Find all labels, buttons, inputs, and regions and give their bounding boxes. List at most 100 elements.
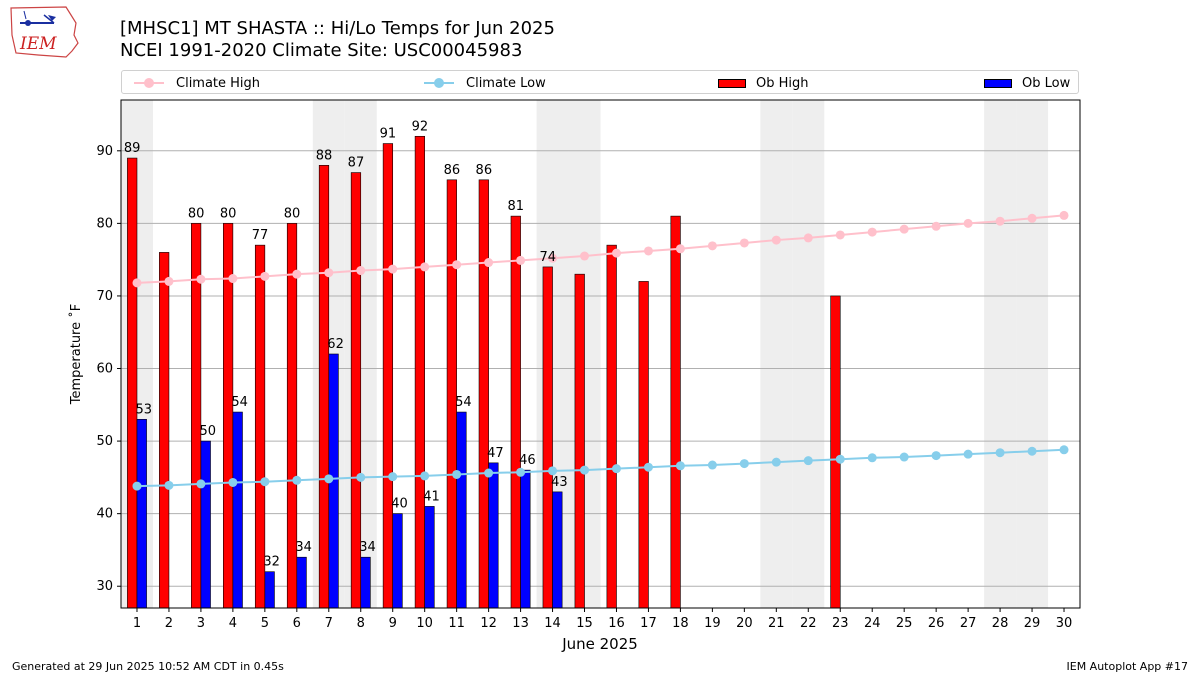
climate-high-point xyxy=(611,248,621,258)
y-tick-label: 90 xyxy=(96,144,113,159)
climate-high-point xyxy=(228,274,238,284)
climate-low-point xyxy=(867,453,877,463)
ob-low-bar xyxy=(456,411,467,609)
x-tick-label: 11 xyxy=(448,616,465,631)
ob-high-label: 87 xyxy=(348,156,365,171)
svg-text:IEM: IEM xyxy=(19,34,57,54)
climate-lines xyxy=(132,210,1069,491)
climate-high-point xyxy=(803,233,813,243)
climate-high-point xyxy=(995,216,1005,226)
x-tick-label: 27 xyxy=(960,616,977,631)
footer-generated: Generated at 29 Jun 2025 10:52 AM CDT in… xyxy=(12,660,284,673)
climate-high-point xyxy=(835,230,845,240)
climate-high-point xyxy=(516,255,526,265)
ob-high-bar xyxy=(542,266,553,609)
climate-high-point xyxy=(484,258,494,268)
ob-low-label: 54 xyxy=(231,395,248,410)
ob-high-bar xyxy=(574,273,585,609)
x-tick-label: 9 xyxy=(389,616,397,631)
x-tick-label: 4 xyxy=(229,616,237,631)
weekend-band xyxy=(760,100,793,608)
climate-low-point xyxy=(899,452,909,462)
ob-low-label: 34 xyxy=(295,540,312,555)
climate-high-point xyxy=(132,278,142,288)
ob-high-bar xyxy=(510,215,521,609)
ob-low-bar xyxy=(488,462,499,609)
climate-high-point xyxy=(643,246,653,256)
x-tick-label: 1 xyxy=(133,616,141,631)
climate-low-point xyxy=(356,472,366,482)
ob-low-label: 53 xyxy=(136,402,153,417)
climate-low-point xyxy=(707,460,717,470)
climate-high-line xyxy=(136,214,1065,284)
x-tick-label: 24 xyxy=(864,616,881,631)
ob-low-label: 34 xyxy=(359,540,376,555)
ob-low-bar xyxy=(424,506,435,609)
ob-high-bar xyxy=(446,179,457,609)
climate-high-point xyxy=(931,221,941,231)
ob-low-label: 41 xyxy=(423,489,440,504)
legend-label: Ob High xyxy=(756,75,809,91)
ob-high-bar xyxy=(606,244,617,609)
ob-low-label: 43 xyxy=(551,475,568,490)
climate-low-point xyxy=(963,449,973,459)
ob-high-label: 86 xyxy=(444,163,461,178)
legend-label: Climate High xyxy=(176,75,261,91)
ob-high-label: 86 xyxy=(476,163,493,178)
ob-high-bar xyxy=(830,295,841,609)
climate-high-point xyxy=(452,260,462,270)
climate-high-point xyxy=(707,241,717,251)
climate-high-point xyxy=(771,235,781,245)
ob-low-label: 50 xyxy=(199,424,216,439)
legend-item-ob-low: Ob Low xyxy=(984,74,1070,92)
x-tick-label: 20 xyxy=(736,616,753,631)
ob-high-bar xyxy=(414,135,425,609)
climate-low-point xyxy=(548,466,558,476)
climate-high-point xyxy=(867,227,877,237)
x-tick-label: 15 xyxy=(576,616,593,631)
x-tick-label: 14 xyxy=(544,616,561,631)
legend-item-climate-low: Climate Low xyxy=(424,74,546,92)
grid-lines xyxy=(121,150,1080,587)
ob-high-label: 92 xyxy=(412,119,429,134)
climate-high-point xyxy=(548,253,558,263)
climate-low-point xyxy=(1059,445,1069,455)
iem-logo: IEM xyxy=(10,6,79,58)
climate-low-point xyxy=(516,467,526,477)
climate-high-point xyxy=(675,244,685,254)
x-tick-label: 25 xyxy=(896,616,913,631)
y-tick-label: 40 xyxy=(96,507,113,522)
climate-high-point xyxy=(388,264,398,274)
climate-high-point xyxy=(580,251,590,261)
x-tick-label: 8 xyxy=(357,616,365,631)
x-tick-label: 6 xyxy=(293,616,301,631)
climate-high-point xyxy=(1027,213,1037,223)
climate-low-point xyxy=(995,448,1005,458)
climate-high-point xyxy=(420,262,430,272)
y-tick-label: 50 xyxy=(96,434,113,449)
legend-item-climate-high: Climate High xyxy=(134,74,260,92)
legend-item-ob-high: Ob High xyxy=(718,74,809,92)
ob-low-bar xyxy=(264,571,275,609)
x-tick-label: 10 xyxy=(416,616,433,631)
climate-high-point xyxy=(196,274,206,284)
climate-low-point xyxy=(931,451,941,461)
ob-low-label: 62 xyxy=(327,337,344,352)
bars xyxy=(127,135,841,609)
climate-low-point xyxy=(164,480,174,490)
x-tick-label: 28 xyxy=(992,616,1009,631)
x-tick-label: 13 xyxy=(512,616,529,631)
climate-high-point xyxy=(356,266,366,276)
ob-high-label: 91 xyxy=(380,127,397,142)
ob-low-bar xyxy=(200,440,211,609)
x-tick-label: 5 xyxy=(261,616,269,631)
climate-high-point xyxy=(260,271,270,281)
climate-low-point xyxy=(611,464,621,474)
ob-high-label: 80 xyxy=(284,206,301,221)
x-tick-label: 22 xyxy=(800,616,817,631)
x-tick-label: 19 xyxy=(704,616,721,631)
ob-low-bar xyxy=(360,556,371,609)
y-tick-label: 80 xyxy=(96,216,113,231)
climate-low-point xyxy=(196,479,206,489)
